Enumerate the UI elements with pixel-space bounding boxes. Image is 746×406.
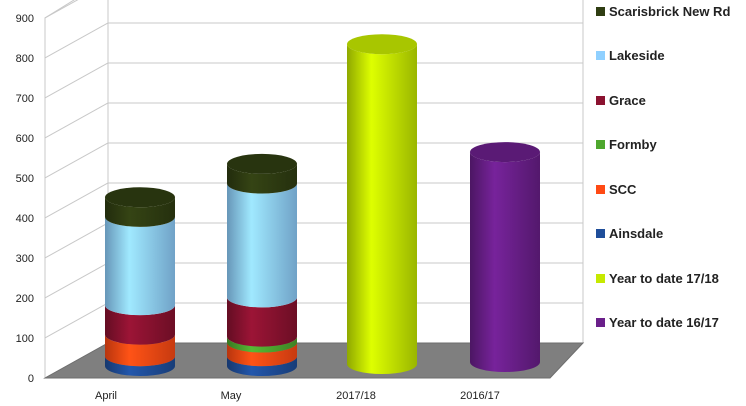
bar-segment-lakeside-april [105,216,175,316]
y-tick-label: 800 [16,53,34,65]
legend-item-formby: Formby [596,136,657,154]
legend-swatch [596,184,605,194]
bar-segment-scc-may [227,342,297,367]
gridline-side [44,102,109,139]
x-axis-labels: April May 2017/18 2016/17 [95,390,500,402]
legend-item-lakeside: Lakeside [596,47,665,65]
bar-segment-formby-may [227,336,297,353]
legend-swatch [596,229,605,238]
bar-segment-year-to-date-17-18-2017-18 [347,44,417,374]
y-tick-label: 200 [16,293,34,305]
bar-segment-year-to-date-16-17-2016-17 [470,152,540,372]
legend-item-ainsdale: Ainsdale [596,225,663,243]
bar-segment-ainsdale-april [105,356,175,376]
legend-label: Formby [609,137,657,152]
bar-segment-scc-april [105,334,175,367]
y-tick-label: 300 [16,253,34,265]
legend-swatch [596,95,605,105]
legend-label: Lakeside [609,48,665,63]
gridline-side [44,262,109,299]
x-tick-label: 2017/18 [336,390,376,402]
legend-item-year-to-date-16-17: Year to date 16/17 [596,314,719,332]
y-tick-label: 900 [16,13,34,25]
bar-top-2017-18 [347,34,417,55]
y-axis-ticks: 0 100 200 300 400 500 600 700 800 900 [16,13,34,385]
bar-segment-grace-may [227,297,297,347]
legend-swatch [596,140,605,149]
legend-label: Year to date 17/18 [609,270,719,286]
bar-group-2017-18 [347,34,417,374]
bar-segment-scarisbrick-new-rd-may [227,163,297,194]
gridline-side [44,302,109,339]
legend-swatch [596,318,605,327]
bar-segment-lakeside-may [227,183,297,308]
y-tick-label: 400 [16,213,34,225]
legend-label: Grace [609,92,646,108]
chart-back-wall [44,0,584,379]
y-tick-label: 500 [16,173,34,185]
x-tick-label: 2016/17 [460,390,500,402]
bar-top-april [105,187,175,208]
y-tick-label: 600 [16,133,34,145]
bar-top-2016-17 [470,142,540,163]
x-tick-label: April [95,390,117,402]
legend-swatch [596,273,605,283]
bar-segment-grace-april [105,305,175,345]
bars [105,34,540,376]
legend-label: Year to date 16/17 [609,315,719,330]
bar-top-may [227,153,297,174]
legend-item-scarisbrick-new-rd: Scarisbrick New Rd [596,2,730,20]
y-tick-label: 100 [16,333,34,345]
legend-item-grace: Grace [596,91,646,109]
legend-label: Ainsdale [609,226,664,241]
legend-label: SCC [609,181,637,197]
gridline-side [44,222,109,259]
bar-group-april [105,187,175,376]
legend-item-scc: SCC [596,180,636,198]
bar-group-may [227,153,297,376]
bar-group-2016-17 [470,142,540,372]
gridline-side [44,22,109,59]
x-tick-label: May [221,390,242,402]
legend-swatch [596,6,605,16]
legend-label: Scarisbrick New Rd [609,3,731,19]
gridline-side [44,182,109,219]
gridline-side [44,142,109,179]
y-tick-label: 0 [28,373,34,385]
legend-item-year-to-date-17-18: Year to date 17/18 [596,269,719,287]
y-tick-label: 700 [16,93,34,105]
bar-segment-ainsdale-may [227,356,297,376]
legend-swatch [596,51,605,60]
gridline-side [44,0,79,19]
chart: 0 100 200 300 400 500 600 700 800 900 April May 201… [16,0,585,402]
gridline-side [44,62,109,99]
chart-floor [43,342,585,379]
bar-segment-scarisbrick-new-rd-april [105,197,175,227]
